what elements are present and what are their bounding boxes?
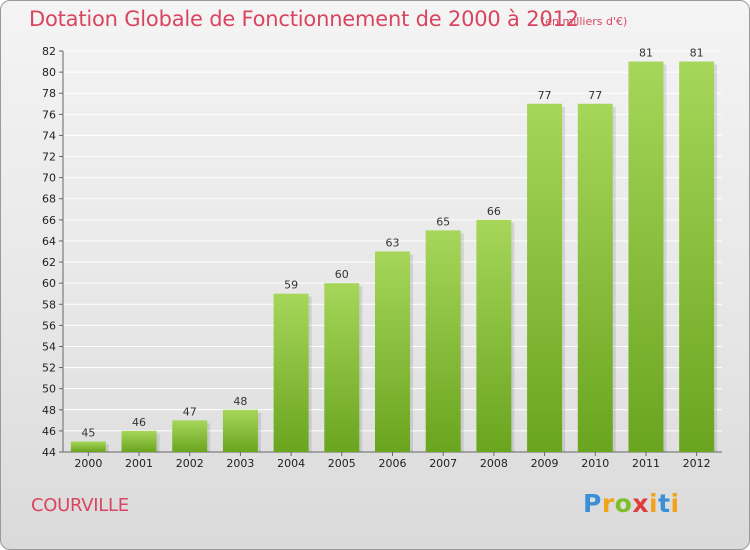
- bar: [324, 283, 360, 452]
- bar: [121, 430, 157, 452]
- bar: [628, 61, 664, 452]
- x-tick-label: 2009: [531, 457, 559, 470]
- y-tick-label: 80: [42, 66, 56, 79]
- bar: [70, 441, 106, 452]
- y-tick-label: 64: [42, 235, 56, 248]
- proxiti-logo[interactable]: Proxiti: [583, 489, 680, 518]
- x-tick-label: 2010: [581, 457, 609, 470]
- y-tick-label: 78: [42, 87, 56, 100]
- y-tick-label: 62: [42, 256, 56, 269]
- x-tick-label: 2002: [176, 457, 204, 470]
- bar-value-label: 48: [233, 395, 247, 408]
- bar: [172, 420, 208, 452]
- bar-value-label: 47: [183, 405, 197, 418]
- y-tick-label: 76: [42, 108, 56, 121]
- bar-value-label: 81: [690, 47, 704, 60]
- x-tick-label: 2006: [379, 457, 407, 470]
- x-tick-label: 2011: [632, 457, 660, 470]
- bar-value-label: 46: [132, 416, 146, 429]
- x-tick-label: 2000: [74, 457, 102, 470]
- bar: [375, 251, 410, 452]
- bar-value-label: 63: [386, 237, 400, 250]
- y-tick-label: 70: [42, 172, 56, 185]
- x-tick-label: 2012: [683, 457, 711, 470]
- x-tick-label: 2007: [429, 457, 457, 470]
- chart-title: Dotation Globale de Fonctionnement de 20…: [29, 7, 579, 31]
- chart-subtitle: (en milliers d'€): [541, 15, 628, 28]
- y-tick-label: 50: [42, 383, 56, 396]
- bar: [476, 219, 512, 452]
- y-tick-label: 54: [42, 340, 56, 353]
- bar-value-label: 65: [436, 215, 450, 228]
- y-tick-label: 66: [42, 214, 56, 227]
- y-tick-label: 56: [42, 319, 56, 332]
- bar-value-label: 60: [335, 268, 349, 281]
- bar: [425, 230, 461, 452]
- bar-value-label: 45: [81, 426, 95, 439]
- bar-value-label: 59: [284, 279, 298, 292]
- y-tick-label: 60: [42, 277, 56, 290]
- bar-value-label: 66: [487, 205, 501, 218]
- x-tick-label: 2003: [226, 457, 254, 470]
- bar: [577, 103, 613, 453]
- x-tick-label: 2008: [480, 457, 508, 470]
- y-tick-label: 58: [42, 298, 56, 311]
- y-tick-label: 82: [42, 45, 56, 58]
- bar-value-label: 77: [538, 89, 552, 102]
- y-tick-label: 52: [42, 362, 56, 375]
- x-tick-label: 2005: [328, 457, 356, 470]
- bar: [222, 409, 258, 452]
- bar-value-label: 81: [639, 47, 653, 60]
- bar-value-label: 77: [588, 89, 602, 102]
- y-tick-label: 72: [42, 151, 56, 164]
- y-tick-label: 68: [42, 193, 56, 206]
- bar: [527, 103, 563, 453]
- y-tick-label: 74: [42, 129, 56, 142]
- commune-name: COURVILLE: [31, 495, 129, 516]
- y-tick-label: 48: [42, 404, 56, 417]
- x-tick-label: 2004: [277, 457, 305, 470]
- bar: [679, 61, 715, 452]
- bar: [273, 293, 309, 452]
- x-tick-label: 2001: [125, 457, 153, 470]
- y-tick-label: 44: [42, 446, 56, 459]
- y-tick-label: 46: [42, 425, 56, 438]
